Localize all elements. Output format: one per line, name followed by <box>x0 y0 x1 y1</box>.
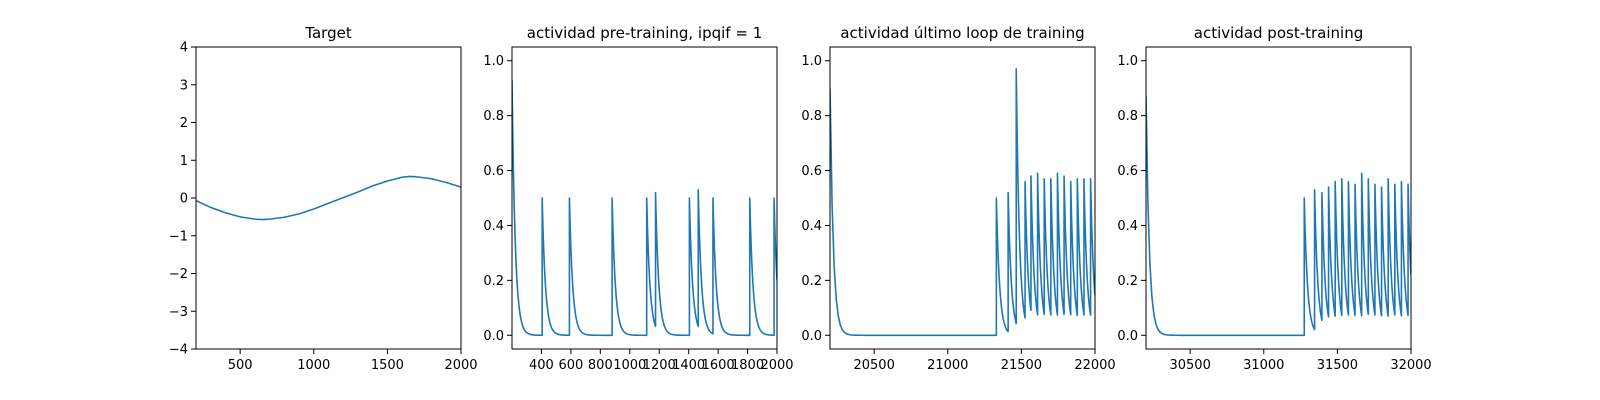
panel-3: 20500 21000 21500 22000 0.0 0.2 0.4 0.6 0.8 1.0 ac… <box>801 24 1115 373</box>
y-tick-label: 0.8 <box>801 109 822 124</box>
panel-4: 30500 31000 31500 32000 0.0 0.2 0.4 0.6 0.8 1.0 ac… <box>1117 24 1431 373</box>
x-tick-label: 1000 <box>613 358 646 373</box>
x-tick-label: 22000 <box>1074 358 1115 373</box>
y-tick-label: 0.6 <box>483 164 504 179</box>
x-tick-label: 500 <box>228 358 253 373</box>
x-tick-label: 600 <box>558 358 583 373</box>
x-tick-label: 1400 <box>672 358 705 373</box>
y-tick-label: 0.4 <box>483 219 504 234</box>
series-line <box>512 79 777 337</box>
x-tick-label: 30500 <box>1169 358 1210 373</box>
y-tick-label: 4 <box>180 41 188 56</box>
y-tick-label: 0.6 <box>801 164 822 179</box>
axes-frame <box>829 46 1096 350</box>
panels-container: 500 1000 1500 2000 −4 −3 −2 −1 0 1 2 3 4 Target 400 600… <box>169 24 1432 373</box>
y-tick-label: 1 <box>180 154 188 169</box>
x-tick-label: 21500 <box>1001 358 1042 373</box>
x-tick-label: 31500 <box>1317 358 1358 373</box>
y-tick-label: 0.0 <box>1117 329 1138 344</box>
y-tick-label: 0.6 <box>1117 164 1138 179</box>
y-tick-label: 2 <box>180 116 188 131</box>
axes-frame <box>195 46 462 350</box>
y-tick-label: 0.0 <box>483 329 504 344</box>
y-tick-label: −3 <box>169 305 188 320</box>
axes-frame <box>511 46 778 350</box>
series-line <box>1146 95 1411 337</box>
x-tick-label: 1200 <box>643 358 676 373</box>
y-tick-label: −4 <box>169 343 188 358</box>
series-line <box>196 175 461 221</box>
y-tick-label: −2 <box>169 267 188 282</box>
x-tick-label: 21000 <box>927 358 968 373</box>
axes-frame <box>1145 46 1412 350</box>
series-line <box>830 68 1095 337</box>
panel-title: Target <box>304 24 352 42</box>
y-tick-label: 1.0 <box>801 54 822 69</box>
x-tick-label: 1800 <box>731 358 764 373</box>
panel-title: actividad post-training <box>1194 24 1363 42</box>
x-tick-label: 1000 <box>297 358 330 373</box>
panel-1: 500 1000 1500 2000 −4 −3 −2 −1 0 1 2 3 4 Target <box>169 24 478 373</box>
y-tick-label: 0.8 <box>483 109 504 124</box>
panel-title: actividad último loop de training <box>840 24 1084 42</box>
x-tick-label: 32000 <box>1390 358 1431 373</box>
y-tick-label: 0.8 <box>1117 109 1138 124</box>
y-tick-label: 0.2 <box>1117 274 1138 289</box>
y-tick-label: 0.2 <box>483 274 504 289</box>
y-tick-label: 3 <box>180 78 188 93</box>
y-tick-label: 1.0 <box>483 54 504 69</box>
y-tick-label: −1 <box>169 229 188 244</box>
x-tick-label: 2000 <box>760 358 793 373</box>
x-tick-label: 2000 <box>444 358 477 373</box>
y-tick-label: 1.0 <box>1117 54 1138 69</box>
x-tick-label: 800 <box>588 358 613 373</box>
y-tick-label: 0.4 <box>1117 219 1138 234</box>
y-tick-label: 0.4 <box>801 219 822 234</box>
x-tick-label: 1500 <box>371 358 404 373</box>
x-tick-label: 20500 <box>853 358 894 373</box>
x-tick-label: 31000 <box>1243 358 1284 373</box>
y-tick-label: 0 <box>180 192 188 207</box>
x-tick-label: 400 <box>529 358 554 373</box>
y-tick-label: 0.0 <box>801 329 822 344</box>
y-tick-label: 0.2 <box>801 274 822 289</box>
x-tick-label: 1600 <box>702 358 735 373</box>
panel-title: actividad pre-training, ipqif = 1 <box>527 24 763 42</box>
